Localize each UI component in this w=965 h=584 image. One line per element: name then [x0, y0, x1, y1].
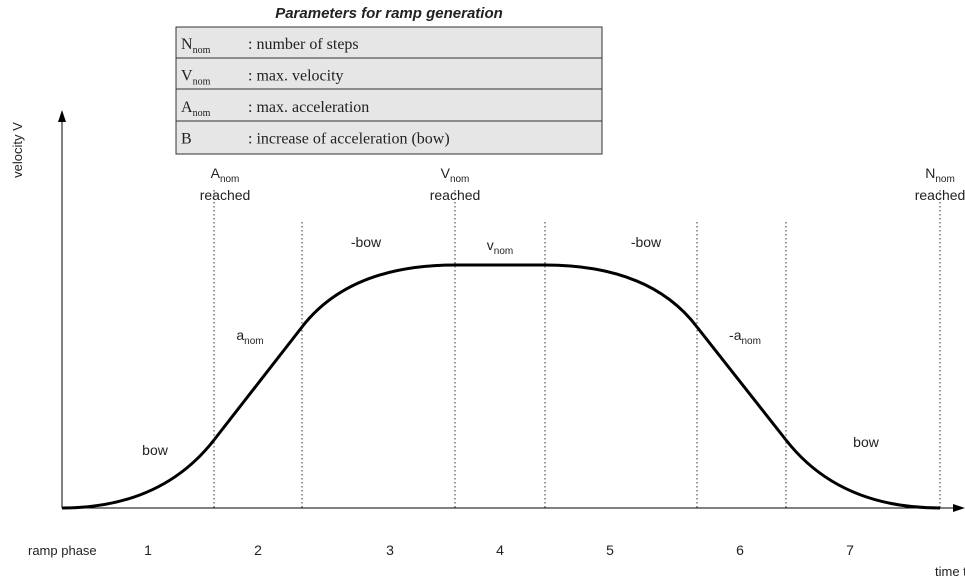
phase-number: 5 [606, 542, 614, 558]
symbol-sub: nom [193, 45, 211, 56]
label-main: -bow [631, 234, 662, 250]
segment-label: vnom [487, 237, 513, 257]
segment-label: bow [142, 442, 169, 458]
label-main: A [211, 165, 221, 181]
table [175, 26, 603, 155]
marker-text: reached [200, 187, 251, 203]
label-main: bow [853, 434, 880, 450]
label-main: V [441, 165, 451, 181]
row-text: : number of steps [248, 36, 359, 53]
phase-label: ramp phase [28, 543, 97, 558]
label-main: bow [142, 442, 169, 458]
row-symbol: Anom [181, 99, 211, 119]
label-sub: nom [742, 336, 761, 347]
phase-number: 3 [386, 542, 394, 558]
label-main: v [487, 237, 494, 253]
segment-label: -bow [351, 234, 382, 250]
velocity-curve [61, 263, 941, 510]
table-title: Parameters for ramp generation [275, 5, 503, 22]
symbol-sub: nom [193, 108, 211, 119]
label-sub: nom [494, 246, 513, 257]
label-sub: nom [450, 174, 469, 185]
y-axis-label: velocity V [10, 122, 25, 178]
label-sub: nom [220, 174, 239, 185]
label-main: N [925, 165, 935, 181]
arrow [58, 110, 66, 122]
row-symbol: B [181, 131, 192, 148]
phase-number: 4 [496, 542, 504, 558]
phase-dividers [213, 190, 941, 508]
phase-number: 1 [144, 542, 152, 558]
row-text: : increase of acceleration (bow) [248, 131, 450, 148]
symbol: V [181, 68, 193, 85]
segment-label: bow [853, 434, 880, 450]
segment-label: -anom [729, 327, 761, 347]
phase-number: 7 [846, 542, 854, 558]
marker-label: Nnom [925, 165, 955, 185]
marker-text: reached [430, 187, 481, 203]
marker-text: reached [915, 187, 965, 203]
label-main: -a [729, 327, 742, 343]
row-text: : max. velocity [248, 68, 344, 85]
x-axis-label: time t [935, 564, 965, 579]
row-symbol: Vnom [181, 68, 211, 88]
row-symbol: Nnom [181, 36, 211, 56]
symbol: A [181, 99, 193, 116]
symbol: N [181, 36, 193, 53]
phase-number: 2 [254, 542, 262, 558]
marker-label: Vnom [441, 165, 470, 185]
symbol: B [181, 131, 192, 148]
label-main: -bow [351, 234, 382, 250]
marker-label: Anom [211, 165, 240, 185]
segment-label: anom [236, 327, 263, 347]
segment-label: -bow [631, 234, 662, 250]
arrow [953, 504, 965, 512]
label-main: a [236, 327, 244, 343]
label-sub: nom [935, 174, 954, 185]
symbol-sub: nom [193, 77, 211, 88]
table-bg [175, 26, 603, 155]
row-text: : max. acceleration [248, 99, 369, 116]
label-sub: nom [244, 336, 263, 347]
phase-number: 6 [736, 542, 744, 558]
